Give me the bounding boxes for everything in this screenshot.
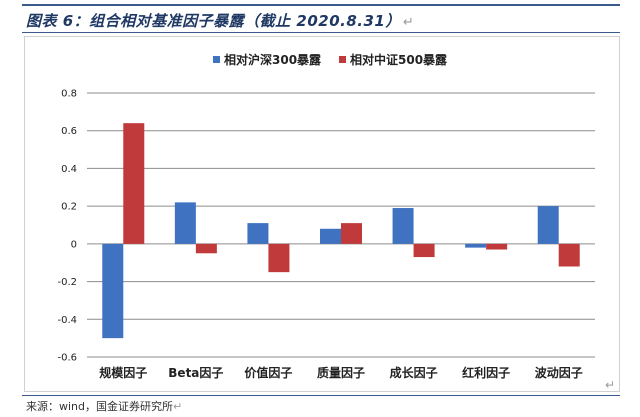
bottom-rule xyxy=(22,395,620,396)
bar-series-1 xyxy=(320,228,341,244)
y-axis-ticks: 0.8 0.6 0.4 0.2 0 -0.2 -0.4 -0.6 xyxy=(57,89,77,364)
chart-frame: 0.8 0.6 0.4 0.2 0 -0.2 -0.4 -0.6 规模因子 Beta因子 价值因子… xyxy=(24,36,620,392)
x-category-label: 质量因子 xyxy=(317,365,365,380)
y-tick-label: -0.4 xyxy=(57,315,77,326)
x-axis-categories: 规模因子 Beta因子 价值因子 质量因子 成长因子 红利因子 波动因子 xyxy=(99,365,582,380)
bar-series-2 xyxy=(413,243,435,258)
figure-title: 图表 6：组合相对基准因子暴露（截止 2020.8.31） ↵ xyxy=(26,10,414,31)
y-tick-label: -0.2 xyxy=(57,277,77,288)
legend-label: 相对沪深300暴露 xyxy=(224,52,322,67)
bar-series-1 xyxy=(102,243,124,339)
bar-series-1 xyxy=(537,206,559,244)
x-category-label: Beta因子 xyxy=(168,365,223,380)
bar-series-2 xyxy=(341,223,362,244)
x-category-label: 成长因子 xyxy=(390,365,438,380)
bar-series-1 xyxy=(465,243,487,248)
bar-series-2 xyxy=(558,243,580,267)
bar-series-2 xyxy=(486,243,508,250)
bar-series-1 xyxy=(392,208,414,244)
bar-series-2 xyxy=(123,123,145,244)
paragraph-mark-icon: ↵ xyxy=(402,15,415,30)
y-tick-label: 0.8 xyxy=(61,89,77,100)
x-category-label: 规模因子 xyxy=(99,365,147,380)
bar-series-1 xyxy=(247,223,269,244)
title-rule xyxy=(22,32,620,33)
bar-series-2 xyxy=(268,243,290,273)
legend: 相对沪深300暴露 相对中证500暴露 xyxy=(213,52,448,67)
x-category-label: 红利因子 xyxy=(462,365,510,380)
legend-swatch xyxy=(213,56,220,63)
y-tick-label: 0 xyxy=(71,239,77,250)
legend-label: 相对中证500暴露 xyxy=(350,52,448,67)
bars xyxy=(102,123,580,339)
x-category-label: 价值因子 xyxy=(244,365,292,380)
y-tick-label: 0.2 xyxy=(61,202,77,213)
bar-series-2 xyxy=(195,243,217,254)
figure-title-text: 图表 6：组合相对基准因子暴露（截止 2020.8.31） xyxy=(26,12,401,30)
y-tick-label: 0.6 xyxy=(61,126,77,137)
paragraph-mark-icon: ↵ xyxy=(605,378,616,392)
bar-series-1 xyxy=(174,202,196,244)
source-text: 来源：wind，国金证券研究所 xyxy=(26,400,174,413)
source-note: 来源：wind，国金证券研究所↵ xyxy=(26,398,182,414)
legend-swatch xyxy=(339,56,346,63)
y-tick-label: -0.6 xyxy=(57,353,77,364)
bar-chart: 0.8 0.6 0.4 0.2 0 -0.2 -0.4 -0.6 规模因子 Beta因子 价值因子… xyxy=(57,52,595,380)
x-category-label: 波动因子 xyxy=(535,365,583,380)
y-tick-label: 0.4 xyxy=(61,164,77,175)
top-rule xyxy=(22,4,620,6)
paragraph-mark-icon: ↵ xyxy=(173,400,183,413)
